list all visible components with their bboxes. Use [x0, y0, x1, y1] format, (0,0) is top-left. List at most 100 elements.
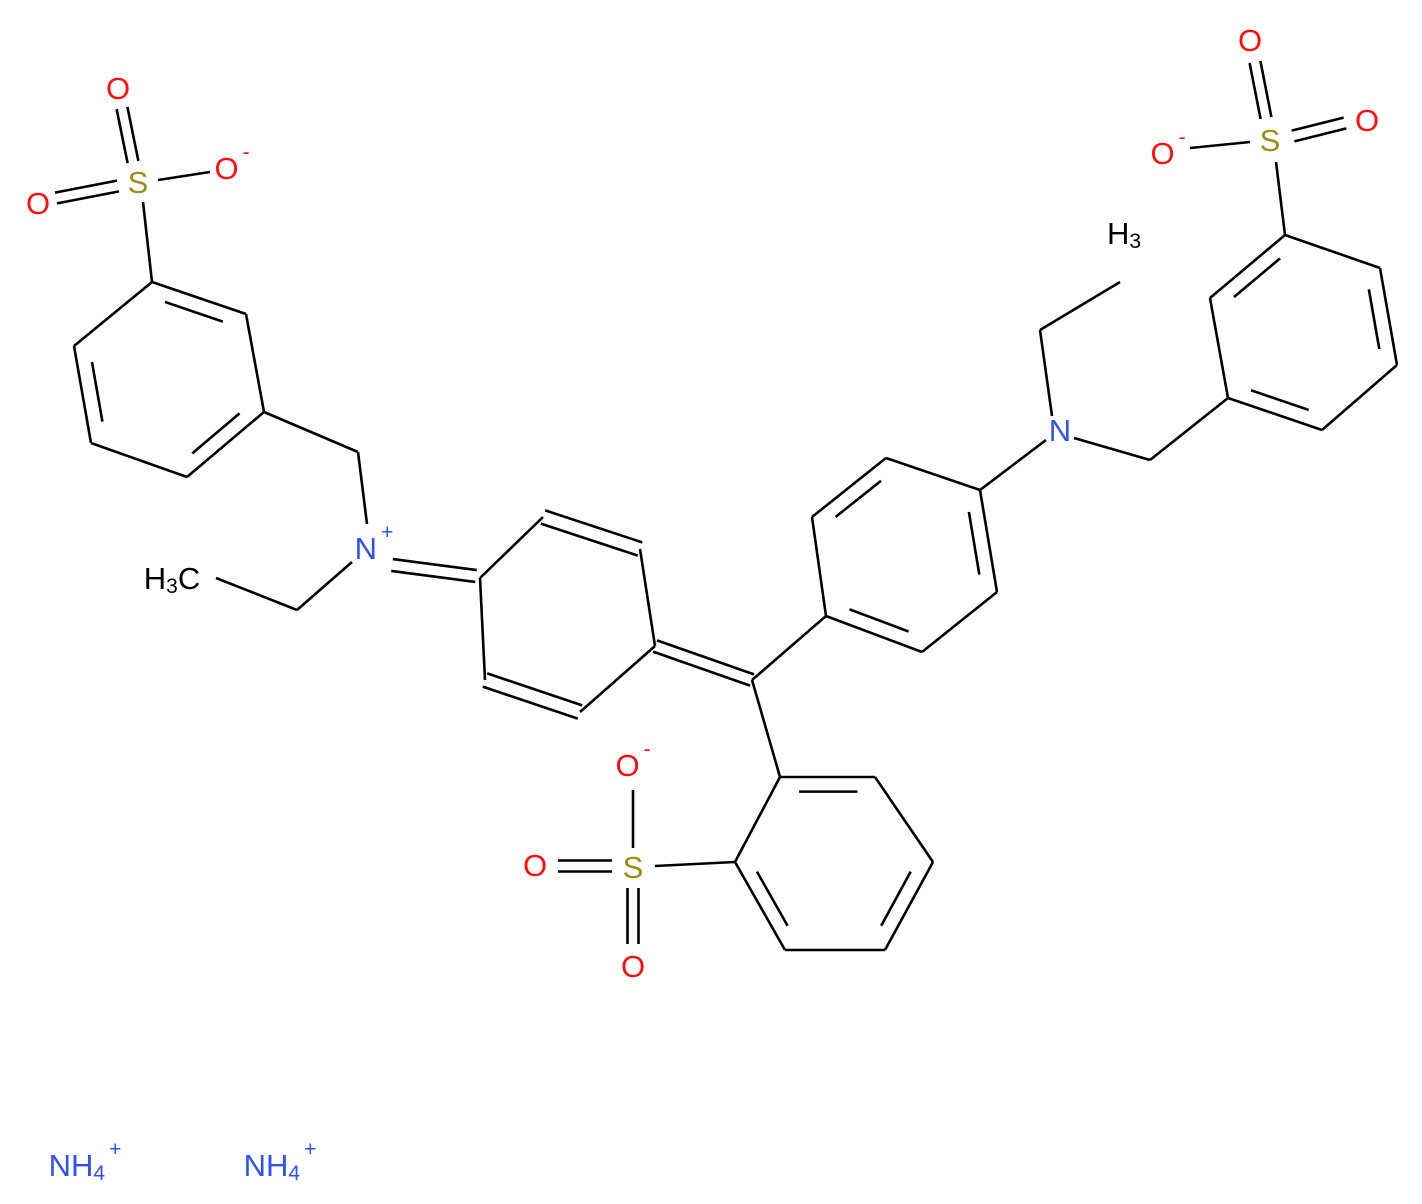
- atom-label: H3: [1107, 216, 1141, 253]
- bond: [486, 672, 583, 707]
- atom-symbol: O: [214, 151, 238, 186]
- bond: [1038, 329, 1054, 417]
- bond: [72, 345, 93, 444]
- bond: [638, 548, 657, 647]
- bond: [1321, 364, 1398, 431]
- bond: [56, 190, 120, 205]
- bond: [186, 411, 265, 478]
- bond: [1259, 60, 1273, 118]
- bond: [733, 861, 787, 951]
- atom-label: O: [523, 848, 547, 883]
- atom-symbol: O: [1238, 23, 1262, 58]
- bond: [544, 509, 643, 544]
- bond: [1073, 436, 1151, 462]
- atom-label: O: [26, 186, 50, 221]
- atom-symbol: O: [106, 71, 130, 106]
- atom-label: O-: [615, 738, 650, 783]
- atom-label: S: [623, 850, 644, 885]
- bond: [479, 516, 544, 579]
- bond: [164, 300, 224, 323]
- bond: [1250, 389, 1310, 412]
- bond: [151, 280, 247, 316]
- atom-symbol: S: [1260, 123, 1281, 158]
- bond: [978, 489, 999, 593]
- bond: [733, 776, 782, 863]
- bond: [1039, 280, 1121, 332]
- atom-label: N +: [355, 521, 394, 566]
- atom-symbol: H: [1107, 216, 1129, 251]
- bond: [392, 557, 477, 572]
- bond: [391, 569, 476, 584]
- bond: [873, 776, 935, 863]
- bond: [54, 179, 118, 194]
- atom-symbol: O: [26, 186, 50, 221]
- atom-symbol: NH: [244, 1148, 289, 1183]
- bond: [1294, 127, 1347, 143]
- charge: +: [109, 1138, 121, 1161]
- bond: [1291, 116, 1344, 132]
- subscript: 3: [166, 575, 178, 598]
- atom-symbol: NH: [49, 1148, 94, 1183]
- atom-symbol: S: [128, 165, 149, 200]
- charge: +: [304, 1138, 316, 1161]
- bond: [215, 576, 298, 612]
- atom-label: O-: [214, 141, 249, 186]
- bond: [825, 614, 923, 654]
- bond: [263, 410, 359, 454]
- bond: [1149, 396, 1229, 462]
- bond: [1248, 62, 1262, 120]
- bond: [1274, 161, 1287, 236]
- bond: [1378, 267, 1399, 366]
- bond: [885, 456, 981, 492]
- bond: [652, 650, 751, 687]
- bond: [141, 201, 154, 283]
- atom-symbol: O: [1355, 103, 1379, 138]
- atom-symbol: O: [615, 748, 639, 783]
- bond: [880, 871, 912, 927]
- bond: [90, 361, 104, 422]
- bond: [356, 451, 369, 525]
- bond: [482, 685, 579, 720]
- atom-symbol: N: [1049, 413, 1071, 448]
- bond: [921, 590, 998, 654]
- atom-label: O: [1355, 103, 1379, 138]
- charge: -: [644, 738, 651, 761]
- bond: [654, 860, 736, 868]
- atom-symbol: O: [523, 848, 547, 883]
- bond: [296, 561, 353, 611]
- bond: [191, 412, 241, 455]
- bond: [244, 313, 266, 413]
- atom-symbol: O: [621, 949, 645, 984]
- bond: [1189, 140, 1251, 150]
- charge: +: [381, 521, 393, 544]
- atom-label: O: [621, 949, 645, 984]
- bond: [656, 639, 755, 676]
- bond: [478, 577, 487, 681]
- bond: [811, 456, 887, 519]
- bond: [540, 522, 639, 557]
- bond: [751, 615, 827, 681]
- bond: [1367, 289, 1381, 350]
- atom-label: NH4+: [49, 1138, 122, 1185]
- atom-label: O: [106, 71, 130, 106]
- bond: [834, 479, 882, 518]
- charge: -: [1179, 126, 1186, 149]
- bond: [750, 679, 782, 778]
- bond: [126, 106, 140, 162]
- bond: [849, 608, 910, 633]
- atom-label: H3C: [144, 561, 200, 598]
- subscript: 3: [1129, 230, 1141, 253]
- bond: [1233, 257, 1281, 299]
- atom-symbol: H: [144, 561, 166, 596]
- bond: [883, 861, 935, 951]
- subscript: 4: [288, 1162, 300, 1185]
- bond: [73, 280, 153, 348]
- charge: -: [243, 141, 250, 164]
- atom-label: N: [1049, 413, 1071, 448]
- atom-label: O-: [1150, 126, 1185, 171]
- bond: [1208, 297, 1230, 399]
- bond: [90, 441, 188, 479]
- bond: [1209, 234, 1286, 299]
- atom-label: S: [1260, 123, 1281, 158]
